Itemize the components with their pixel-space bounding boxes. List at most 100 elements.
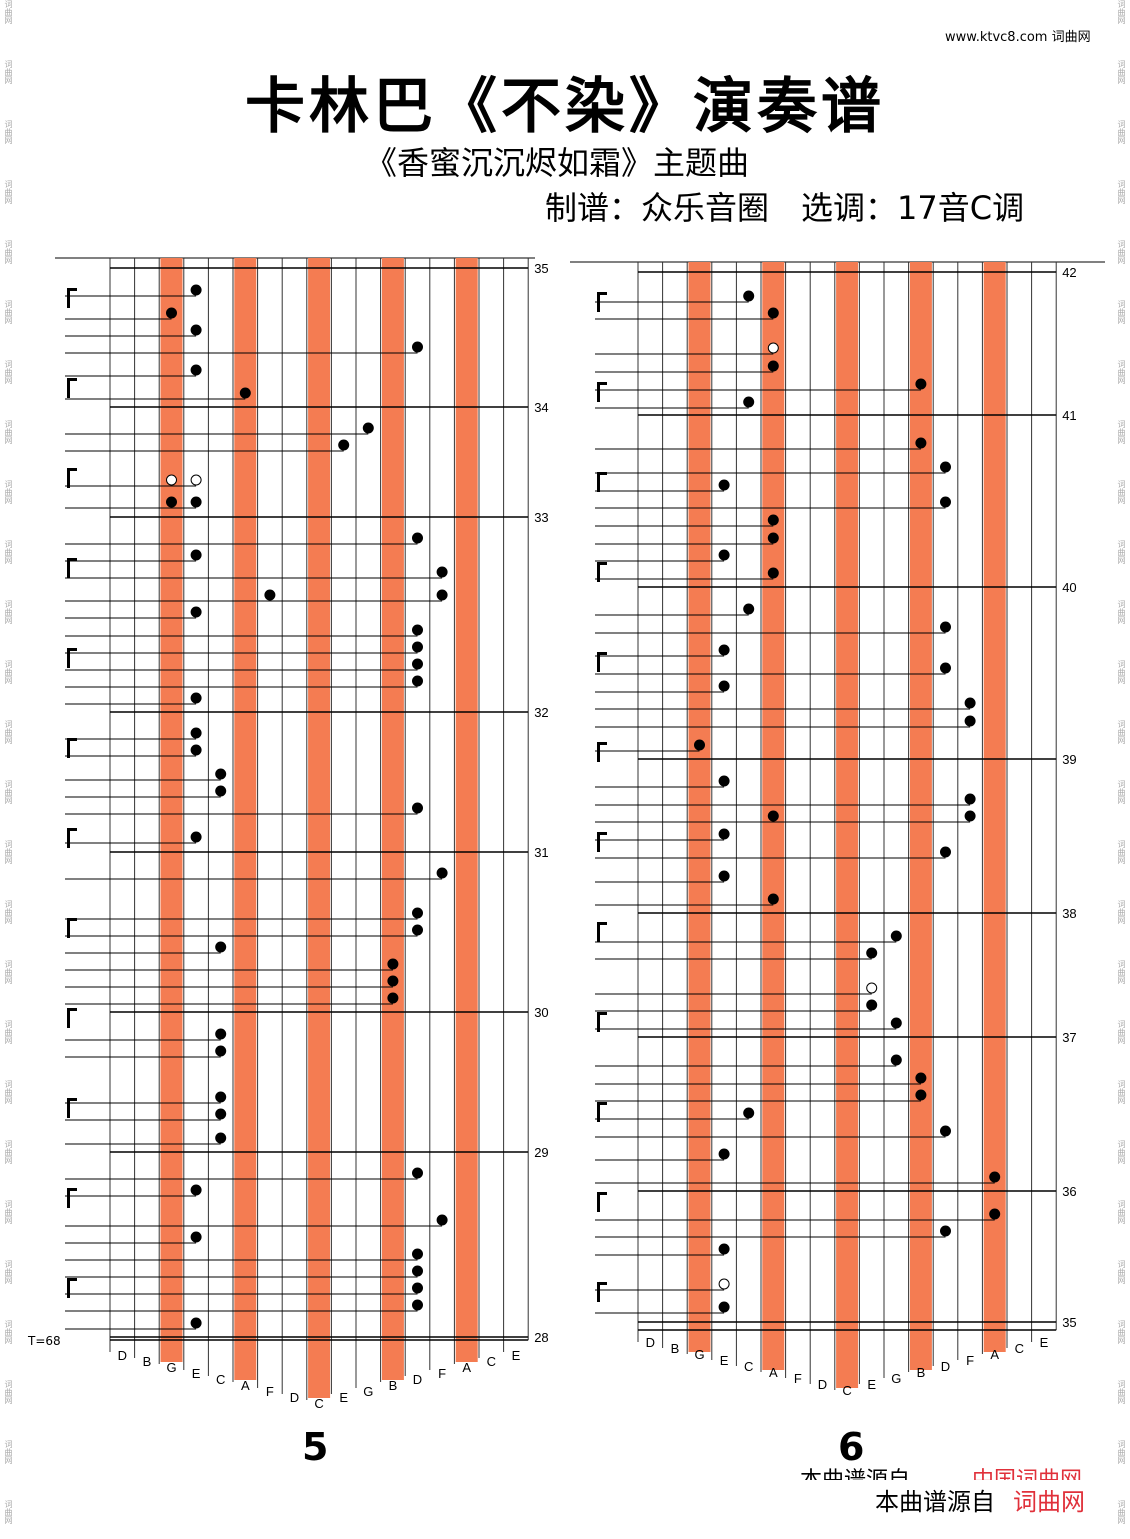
tine-label: G <box>166 1360 176 1375</box>
site-url: www.ktvc8.com 词曲网 <box>945 30 1091 45</box>
source-cut: 本曲谱源自 <box>800 1462 910 1480</box>
note <box>215 1108 227 1120</box>
rhythm-bar <box>67 1278 70 1298</box>
side-watermark: 词曲网 <box>1117 720 1126 744</box>
side-watermark: 词曲网 <box>4 300 13 324</box>
tine-label: G <box>363 1384 373 1399</box>
tine-label: C <box>216 1372 225 1387</box>
side-watermark: 词曲网 <box>4 1080 13 1104</box>
rhythm-beam <box>597 1102 607 1105</box>
tine-label: C <box>1015 1341 1024 1356</box>
side-watermark: 词曲网 <box>1117 1500 1126 1524</box>
note <box>718 549 730 561</box>
measure-number: 41 <box>1062 408 1076 423</box>
side-watermark: 词曲网 <box>1117 180 1126 204</box>
measure-number: 33 <box>534 510 548 525</box>
note <box>190 692 202 704</box>
measure-number: 37 <box>1062 1030 1076 1045</box>
side-watermark: 词曲网 <box>1117 1380 1126 1404</box>
side-watermark: 词曲网 <box>4 60 13 84</box>
highlight-tine <box>160 258 183 1362</box>
rhythm-beam <box>67 468 77 471</box>
note <box>362 422 374 434</box>
side-watermark: 词曲网 <box>1117 540 1126 564</box>
note <box>718 1243 730 1255</box>
side-watermark: 词曲网 <box>1117 120 1126 144</box>
measure-number: 39 <box>1062 752 1076 767</box>
note <box>190 831 202 843</box>
tine-label: G <box>694 1347 704 1362</box>
side-watermark: 词曲网 <box>1117 960 1126 984</box>
rhythm-bar <box>67 648 70 668</box>
rhythm-bar <box>597 292 600 312</box>
tine-label: C <box>744 1359 753 1374</box>
side-watermark: 词曲网 <box>4 1320 13 1344</box>
note <box>964 793 976 805</box>
side-watermark: 词曲网 <box>1117 1020 1126 1044</box>
note <box>387 975 399 987</box>
note <box>215 941 227 953</box>
note <box>866 947 878 959</box>
side-watermark: 词曲网 <box>4 360 13 384</box>
note <box>964 715 976 727</box>
note <box>940 1125 951 1137</box>
note <box>264 589 276 601</box>
note <box>190 364 202 376</box>
note <box>915 378 927 390</box>
tine-label: D <box>646 1335 655 1350</box>
tine-label: E <box>339 1390 348 1405</box>
note <box>436 1214 448 1226</box>
rhythm-bar <box>597 742 600 762</box>
measure-number: 40 <box>1062 580 1076 595</box>
tine-label: E <box>720 1353 729 1368</box>
tine-label: E <box>867 1377 876 1392</box>
note <box>412 532 423 544</box>
side-watermark: 词曲网 <box>4 1200 13 1224</box>
note <box>767 342 779 354</box>
rhythm-beam <box>67 918 77 921</box>
highlight-tine <box>308 258 331 1398</box>
rhythm-beam <box>597 1192 607 1195</box>
rhythm-bar <box>597 652 600 672</box>
page-number: 6 <box>838 1425 865 1461</box>
note <box>767 893 779 905</box>
tine-label: D <box>941 1359 950 1374</box>
tine-label: F <box>966 1353 974 1368</box>
rhythm-beam <box>67 558 77 561</box>
measure-number: 36 <box>1062 1184 1076 1199</box>
rhythm-beam <box>597 562 607 565</box>
note <box>412 907 423 919</box>
rhythm-beam <box>597 472 607 475</box>
note <box>989 1208 1001 1220</box>
side-watermark: 词曲网 <box>4 180 13 204</box>
rhythm-bar <box>67 918 70 938</box>
rhythm-bar <box>67 558 70 578</box>
tine-label: E <box>192 1366 201 1381</box>
side-watermark: 词曲网 <box>4 840 13 864</box>
measure-number: 35 <box>1062 1315 1076 1330</box>
measure-number: 34 <box>534 400 548 415</box>
note <box>190 496 202 508</box>
side-watermark: 词曲网 <box>4 1380 13 1404</box>
side-watermark: 词曲网 <box>1117 600 1126 624</box>
note <box>915 1089 927 1101</box>
side-watermark: 词曲网 <box>1117 1140 1126 1164</box>
rhythm-bar <box>67 1098 70 1118</box>
side-watermark: 词曲网 <box>1117 1200 1126 1224</box>
note <box>940 662 951 674</box>
rhythm-beam <box>597 1282 607 1285</box>
note <box>940 461 951 473</box>
tine-label: G <box>891 1371 901 1386</box>
side-watermark: 词曲网 <box>1117 840 1126 864</box>
highlight-tine <box>909 262 932 1370</box>
highlight-tine <box>836 262 859 1388</box>
rhythm-bar <box>67 378 70 398</box>
note <box>412 1167 423 1179</box>
note <box>412 658 423 670</box>
side-watermark: 词曲网 <box>1117 1080 1126 1104</box>
note <box>190 744 202 756</box>
rhythm-beam <box>67 1008 77 1011</box>
note <box>718 775 730 787</box>
note <box>964 810 976 822</box>
